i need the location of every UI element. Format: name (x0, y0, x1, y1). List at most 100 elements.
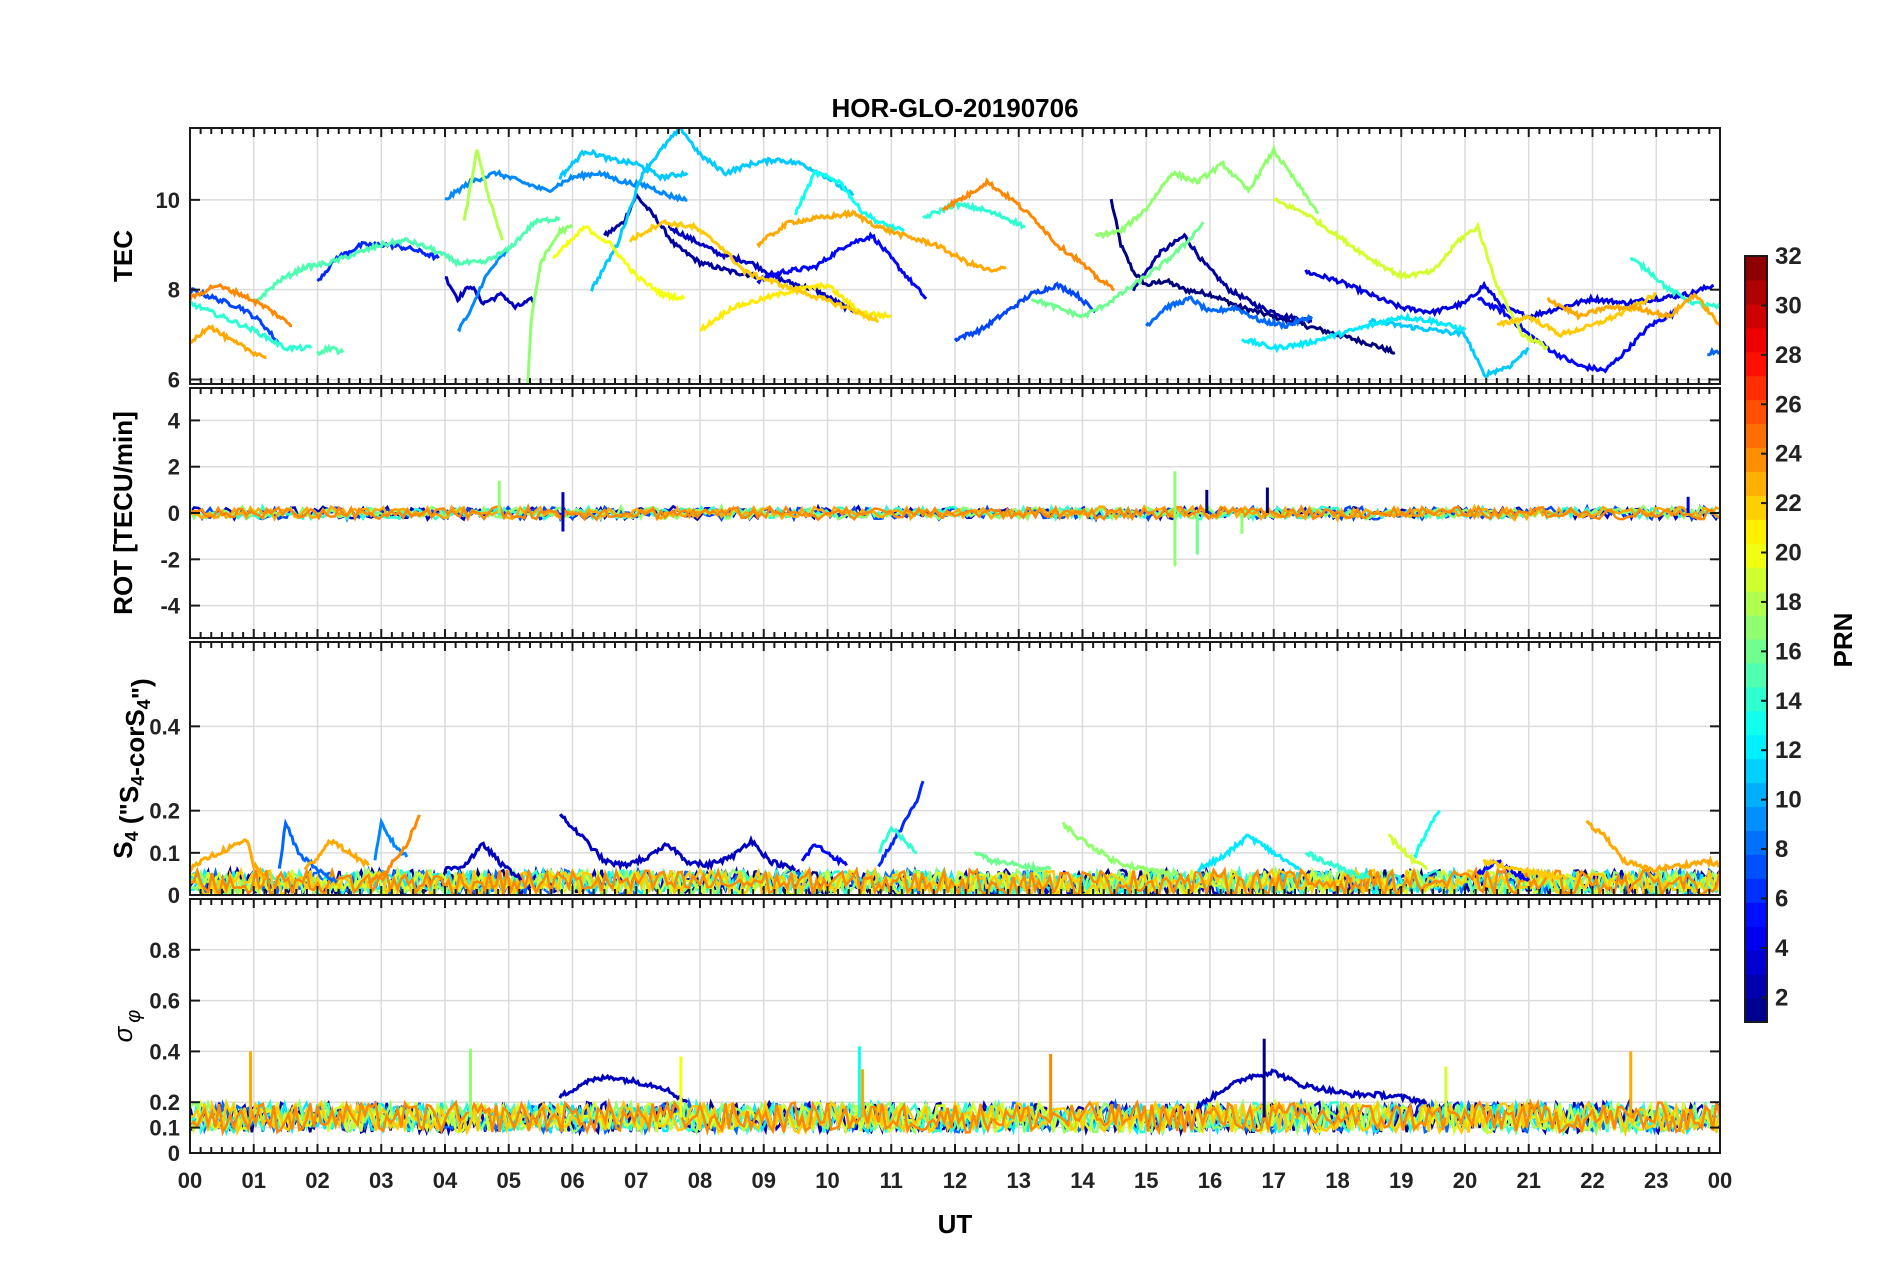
prn-series (367, 814, 421, 885)
colorbar-segment (1745, 830, 1767, 855)
colorbar-segment (1745, 423, 1767, 448)
colorbar-segment (1745, 686, 1767, 712)
y-tick-label: 2 (168, 455, 180, 480)
prn-series (1629, 256, 1720, 311)
colorbar-tick-label: 10 (1775, 787, 1802, 814)
colorbar-segment (1745, 303, 1767, 329)
y-tick-label: 0.8 (149, 938, 180, 963)
x-tick-label: 00 (1708, 1168, 1732, 1193)
prn-series (443, 841, 523, 881)
prn-series (756, 231, 928, 300)
x-tick-label: 17 (1262, 1168, 1286, 1193)
panel-sigma: 00.10.2 0.4 0.6 0.8 σφ (108, 898, 1721, 1166)
colorbar-frame (1744, 255, 1768, 1023)
prn-series (444, 276, 536, 311)
colorbar-segment (1745, 279, 1767, 305)
colorbar-segment (1745, 639, 1767, 664)
y-tick-label: 6 (168, 368, 180, 393)
colorbar-segment (1745, 447, 1767, 472)
prn-series (277, 818, 338, 884)
prn-series (456, 247, 510, 333)
rot-series (190, 503, 1720, 522)
prn-series (444, 169, 688, 203)
prn-series (303, 838, 370, 871)
colorbar-segment (1745, 399, 1767, 425)
colorbar-segment (1745, 710, 1767, 736)
x-tick-label: 00 (178, 1168, 202, 1193)
prn-series (1094, 143, 1320, 240)
y-tick-label: 0.1 (149, 841, 180, 866)
x-tick-label: 15 (1134, 1168, 1158, 1193)
colorbar-segment (1745, 519, 1767, 544)
colorbar-segment (1745, 351, 1767, 377)
prn-series (1273, 197, 1549, 351)
prn-series (590, 128, 855, 292)
x-tick-label: 18 (1325, 1168, 1349, 1193)
prn-series (190, 283, 293, 328)
prn-series (877, 780, 925, 868)
prn-series (942, 177, 1115, 292)
y-tick-label: 0 (168, 883, 180, 908)
panel-rot: -4 -2 0 2 4 ROT [TECU/min] (108, 387, 1721, 639)
y-tick-label: -2 (160, 547, 180, 572)
y-tick-label: 4 (168, 408, 181, 433)
colorbar-segment (1745, 926, 1767, 951)
prn-series (1240, 311, 1467, 354)
colorbar-segment (1745, 327, 1767, 353)
prn-series (1304, 850, 1371, 881)
x-tick-label: 05 (497, 1168, 521, 1193)
prn-series (1061, 821, 1180, 878)
colorbar-segment (1745, 615, 1767, 640)
prn-series (1145, 295, 1314, 331)
x-tick-label: 11 (880, 1168, 903, 1193)
colorbar-segment (1745, 878, 1767, 903)
colorbar-tick-label: 30 (1775, 292, 1802, 319)
colorbar-tick-label: 28 (1775, 342, 1802, 369)
x-tick-label: 08 (688, 1168, 712, 1193)
x-axis-label: UT (938, 1209, 973, 1239)
y-tick-label: 0.6 (149, 989, 180, 1014)
prn-series (252, 215, 561, 304)
x-tick-label: 16 (1198, 1168, 1222, 1193)
colorbar-segment (1745, 950, 1767, 975)
x-tick-label: 19 (1389, 1168, 1413, 1193)
colorbar-tick-label: 2 (1775, 984, 1788, 1011)
colorbar-segment (1745, 256, 1767, 281)
colorbar-label: PRN (1828, 613, 1858, 668)
plot-area-tec (190, 128, 1720, 384)
y-tick-label: 0.2 (149, 799, 180, 824)
baseline-series (190, 1097, 1720, 1137)
colorbar-segment (1745, 782, 1767, 808)
colorbar-segment (1745, 543, 1767, 568)
prn-series (1482, 858, 1568, 882)
colorbar-tick-label: 14 (1775, 688, 1802, 715)
y-axis-label-sigma: σφ (108, 1010, 145, 1043)
prn-series (1132, 232, 1313, 324)
colorbar-segment (1745, 998, 1767, 1023)
colorbar-tick-label: 22 (1775, 490, 1802, 517)
prn-series (462, 149, 504, 241)
y-axis-label-tec: TEC (108, 230, 138, 282)
x-tick-label: 20 (1453, 1168, 1477, 1193)
x-tick-label: 10 (815, 1168, 839, 1193)
prn-series (628, 218, 879, 323)
colorbar-tick-label: 26 (1775, 391, 1802, 418)
x-tick-label: 02 (305, 1168, 329, 1193)
colorbar-segment (1745, 567, 1767, 592)
colorbar-segment (1745, 806, 1767, 831)
y-tick-label: 0.1 (149, 1116, 180, 1141)
y-tick-label: 0 (168, 501, 180, 526)
x-tick-label: 01 (242, 1168, 266, 1193)
panel-tec: 6 8 10 TEC (108, 127, 1721, 393)
x-tick-label: 14 (1070, 1168, 1095, 1193)
x-tick-label: 03 (369, 1168, 393, 1193)
x-tick-label: 22 (1580, 1168, 1604, 1193)
prn-series (190, 838, 268, 881)
x-tick-label: 04 (433, 1168, 458, 1193)
prn-series (373, 817, 409, 861)
prn-series (922, 200, 1026, 230)
colorbar-tick-label: 4 (1775, 935, 1789, 962)
prn-series (526, 223, 574, 384)
prn-series (794, 170, 906, 233)
